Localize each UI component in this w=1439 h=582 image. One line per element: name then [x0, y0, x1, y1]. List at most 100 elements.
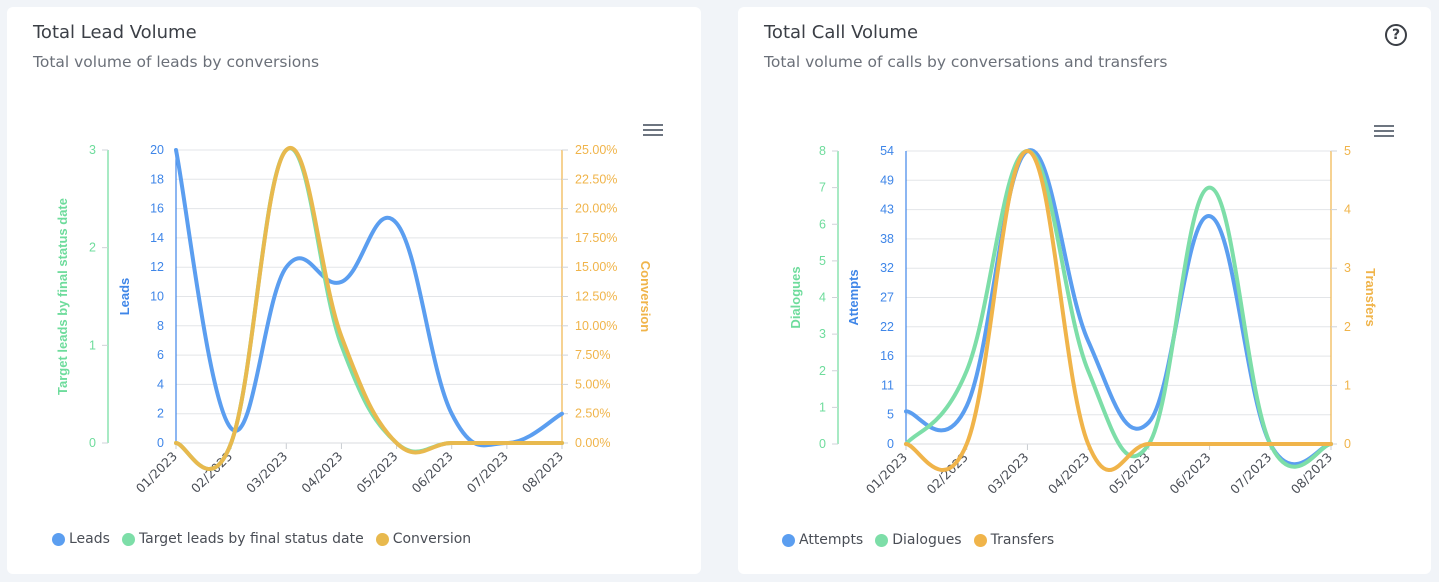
card-subtitle: Total volume of calls by conversations a…	[764, 53, 1168, 71]
hamburger-menu-icon	[1374, 125, 1394, 127]
hamburger-line	[643, 134, 663, 136]
series-line-dialogues[interactable]	[904, 149, 1333, 469]
inner-y-tick-label: 5	[887, 408, 894, 422]
series-line-conversion[interactable]	[174, 145, 564, 471]
right-y-tick-label: 12.50%	[575, 290, 617, 304]
inner-y-tick-label: 14	[150, 231, 164, 245]
legend-marker-icon	[52, 532, 65, 546]
right-y-tick-label: 1	[1344, 378, 1351, 392]
inner-y-tick-label: 11	[881, 378, 894, 392]
legend-marker-icon	[875, 533, 889, 547]
inner-y-tick-label: 54	[880, 144, 894, 158]
inner-y-tick-label: 2	[157, 407, 164, 421]
right-y-tick-label: 3	[1344, 261, 1351, 275]
outer-y-tick-label: 2	[819, 364, 826, 378]
legend-marker-icon	[121, 532, 135, 546]
x-tick-label: 04/2023	[298, 449, 345, 496]
series-line-target-leads-by-final-status-date[interactable]	[174, 146, 564, 471]
right-y-tick-label: 7.50%	[575, 348, 610, 362]
legend-item-leads[interactable]: Leads	[52, 531, 110, 547]
lead-volume-card: Total Lead Volume Total volume of leads …	[7, 7, 701, 574]
legend-marker-icon	[973, 533, 987, 547]
x-tick-label: 03/2023	[984, 450, 1031, 497]
inner-y-axis-title: Leads	[117, 278, 132, 316]
inner-y-tick-label: 18	[150, 172, 164, 186]
card-subtitle: Total volume of leads by conversions	[33, 53, 320, 71]
call-volume-card: Total Call Volume Total volume of calls …	[738, 7, 1431, 574]
inner-y-tick-label: 0	[157, 436, 164, 450]
legend-label: Target leads by final status date	[138, 531, 364, 547]
chart-legend: Leads Target leads by final status date Co…	[52, 531, 471, 547]
inner-y-tick-label: 27	[880, 291, 894, 305]
outer-y-tick-label: 5	[819, 254, 826, 268]
chart-menu-button[interactable]	[1374, 125, 1394, 139]
lead-volume-chart: 01/2023 02/2023 03/2023 04/2023 05/2023 06/20…	[55, 143, 653, 496]
legend-item-conversion[interactable]: Conversion	[375, 531, 472, 547]
legend-marker-icon	[782, 533, 795, 547]
legend-item-dialogues[interactable]: Dialogues	[875, 532, 962, 548]
inner-y-tick-label: 12	[150, 260, 164, 274]
right-y-tick-label: 0.00%	[575, 436, 610, 450]
right-y-tick-label: 25.00%	[575, 143, 617, 157]
right-y-tick-label: 5	[1344, 144, 1351, 158]
x-tick-label: 02/2023	[188, 449, 235, 496]
right-y-tick-label: 0	[1344, 437, 1351, 451]
chart-menu-button[interactable]	[643, 124, 663, 138]
inner-y-tick-label: 16	[880, 349, 894, 363]
outer-y-tick-label: 4	[819, 291, 826, 305]
x-tick-label: 07/2023	[1227, 450, 1274, 497]
outer-y-tick-label: 7	[819, 181, 826, 195]
x-tick-label: 03/2023	[243, 449, 290, 496]
x-tick-label: 01/2023	[133, 449, 180, 496]
outer-y-tick-label: 3	[819, 327, 826, 341]
inner-y-tick-label: 38	[880, 232, 894, 246]
x-tick-label: 07/2023	[464, 449, 511, 496]
hamburger-menu-icon	[643, 124, 663, 126]
outer-y-tick-label: 8	[819, 144, 826, 158]
legend-label: Leads	[69, 531, 110, 547]
right-y-tick-label: 2	[1344, 320, 1351, 334]
hamburger-line	[1374, 135, 1394, 137]
card-title: Total Lead Volume	[33, 22, 197, 43]
chart-legend: Attempts Dialogues Transfers	[782, 532, 1054, 548]
legend-item-attempts[interactable]: Attempts	[782, 532, 863, 548]
outer-y-tick-label: 2	[89, 241, 96, 255]
legend-item-target-leads-by-final-status-date[interactable]: Target leads by final status date	[121, 531, 364, 547]
outer-y-tick-label: 1	[819, 400, 826, 414]
inner-y-tick-label: 6	[157, 348, 164, 362]
call-volume-chart: 01/2023 02/2023 03/2023 04/2023 05/2023 06/20…	[788, 144, 1378, 497]
inner-y-tick-label: 0	[887, 437, 894, 451]
outer-y-tick-label: 3	[89, 143, 96, 157]
help-icon[interactable]: ?	[1385, 24, 1407, 46]
outer-y-tick-label: 6	[819, 217, 826, 231]
right-y-tick-label: 20.00%	[575, 202, 617, 216]
inner-y-tick-label: 4	[157, 377, 164, 391]
right-y-tick-label: 5.00%	[575, 377, 610, 391]
inner-y-tick-label: 32	[880, 261, 894, 275]
right-y-axis-title: Conversion	[638, 261, 653, 333]
legend-item-transfers[interactable]: Transfers	[973, 532, 1055, 548]
outer-y-tick-label: 0	[819, 437, 826, 451]
x-tick-label: 05/2023	[353, 449, 400, 496]
series-line-transfers[interactable]	[904, 149, 1333, 473]
x-tick-label: 06/2023	[1166, 450, 1213, 497]
card-title: Total Call Volume	[764, 22, 919, 43]
legend-label: Dialogues	[892, 532, 962, 548]
outer-y-axis-title: Dialogues	[788, 266, 803, 328]
outer-y-axis-title: Target leads by final status date	[55, 198, 70, 395]
series-line-attempts[interactable]	[904, 148, 1333, 467]
right-y-tick-label: 15.00%	[575, 260, 617, 274]
x-tick-label: 06/2023	[409, 449, 456, 496]
inner-y-tick-label: 22	[880, 320, 894, 334]
legend-label: Transfers	[990, 532, 1055, 548]
hamburger-line	[643, 129, 663, 131]
x-tick-label: 02/2023	[924, 450, 971, 497]
legend-marker-icon	[375, 532, 389, 546]
inner-y-tick-label: 10	[150, 290, 164, 304]
right-y-tick-label: 2.50%	[575, 407, 610, 421]
x-tick-label: 04/2023	[1045, 450, 1092, 497]
legend-label: Attempts	[799, 532, 864, 548]
legend-label: Conversion	[392, 531, 472, 547]
inner-y-tick-label: 20	[150, 143, 164, 157]
inner-y-tick-label: 8	[157, 319, 164, 333]
